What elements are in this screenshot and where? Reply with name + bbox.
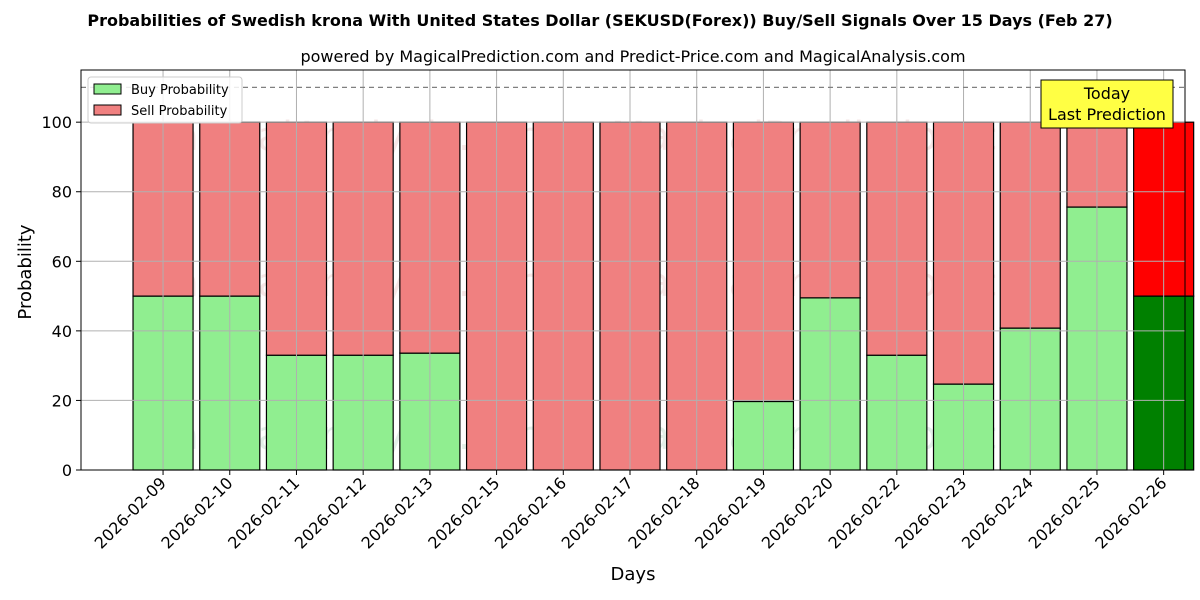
y-tick-label: 0 (62, 461, 72, 480)
chart-title: Probabilities of Swedish krona With Unit… (87, 11, 1112, 30)
legend-label-sell: Sell Probability (131, 104, 228, 119)
x-axis-label: Days (611, 564, 656, 585)
today-annotation-text: Last Prediction (1048, 105, 1166, 124)
y-tick-label: 60 (52, 252, 72, 271)
today-annotation-box (1040, 79, 1174, 129)
legend-box (87, 76, 243, 124)
today-annotation-text: Today (1083, 84, 1130, 103)
y-tick-label: 40 (52, 322, 72, 341)
y-tick-label: 80 (52, 183, 72, 202)
chart-subtitle: powered by MagicalPrediction.com and Pre… (300, 47, 965, 66)
legend-swatch-buy (93, 83, 122, 95)
y-tick-label: 100 (41, 113, 72, 132)
x-tick-label: 2026-02-26 (1091, 473, 1170, 552)
plot-frame (80, 69, 1186, 471)
y-axis-label: Probability (15, 224, 36, 319)
y-tick-label: 20 (52, 391, 72, 410)
plot-area: MagicalAnalysis.comMagicalPrediction.com… (41, 69, 1195, 553)
legend-swatch-sell (93, 104, 122, 116)
legend-label-buy: Buy Probability (131, 83, 229, 98)
